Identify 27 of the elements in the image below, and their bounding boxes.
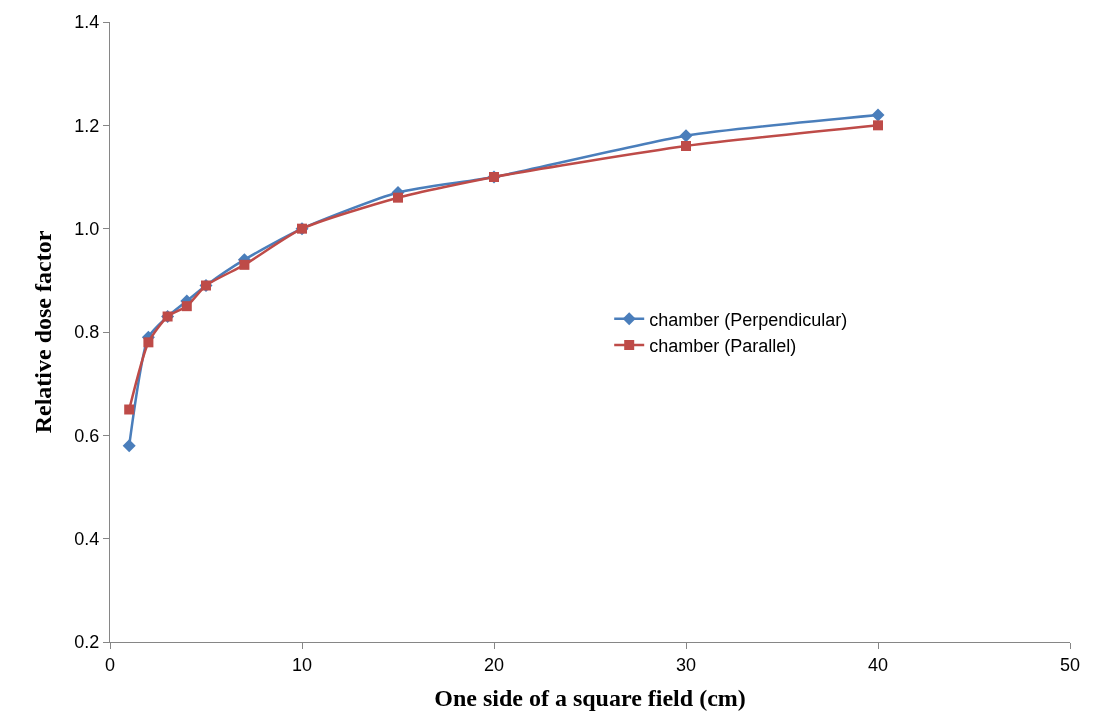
point [679, 129, 693, 143]
legend-label: chamber (Parallel) [649, 336, 797, 357]
x-tick-label: 10 [291, 654, 313, 675]
x-tick-label: 20 [483, 654, 505, 675]
y-tick-label: 0.8 [74, 322, 100, 343]
point [871, 108, 885, 122]
point [122, 439, 136, 453]
y-tick-label: 1.2 [74, 115, 100, 136]
y-tick-label: 1.0 [74, 218, 100, 239]
x-tick-label: 30 [675, 654, 697, 675]
legend-label: chamber (Perpendicular) [649, 309, 848, 330]
x-tick-label: 50 [1059, 654, 1081, 675]
x-axis-title: One side of a square field (cm) [434, 684, 746, 711]
y-tick-label: 0.4 [74, 528, 100, 549]
point [873, 120, 883, 131]
y-axis-title: Relative dose factor [30, 230, 57, 434]
point [124, 404, 135, 415]
x-tick-label: 0 [104, 654, 116, 675]
point [393, 192, 403, 203]
point [143, 337, 154, 348]
point [239, 259, 250, 270]
point [181, 301, 192, 312]
point [681, 141, 691, 151]
x-tick-label: 40 [867, 654, 889, 675]
y-tick-label: 0.6 [74, 425, 100, 446]
y-tick-label: 1.4 [74, 12, 100, 33]
y-tick-label: 0.2 [74, 632, 100, 653]
